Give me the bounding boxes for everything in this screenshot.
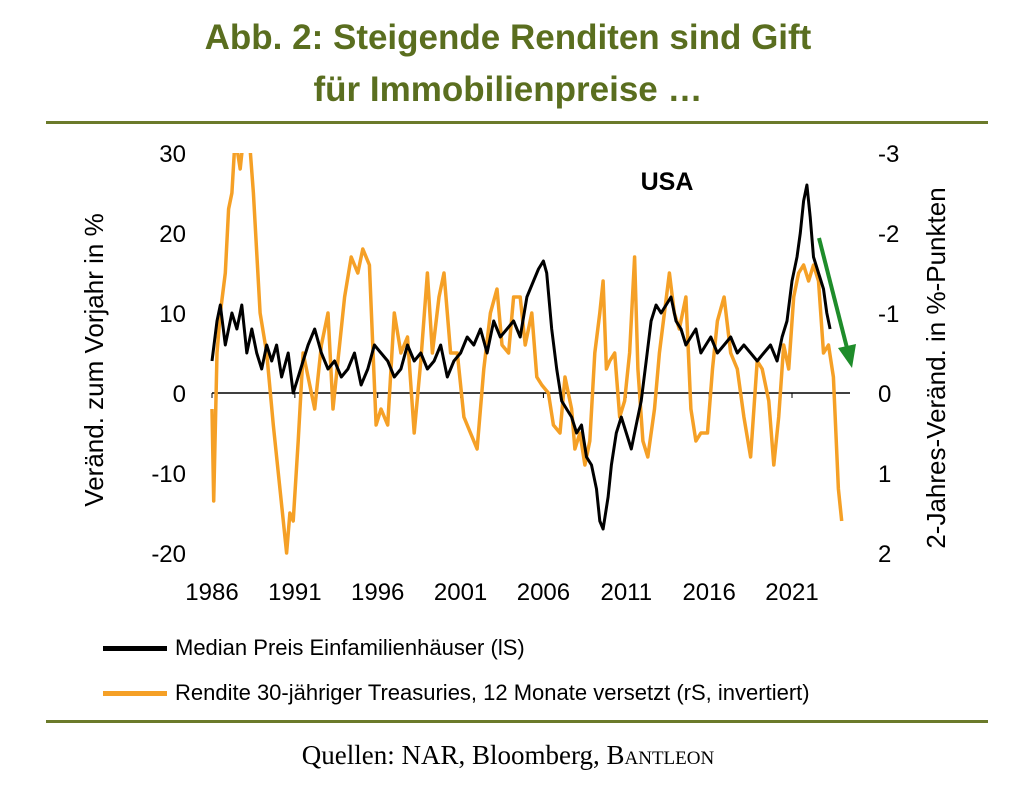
chart-title-line1: Abb. 2: Steigende Renditen sind Gift bbox=[204, 18, 812, 57]
y-tick-label-left: 10 bbox=[159, 301, 186, 328]
y-tick-label-right: 1 bbox=[878, 461, 891, 488]
legend-item-yield: Rendite 30-jähriger Treasuries, 12 Monat… bbox=[103, 678, 810, 708]
legend-label-yield: Rendite 30-jähriger Treasuries, 12 Monat… bbox=[175, 680, 810, 705]
x-tick-label: 2006 bbox=[517, 579, 570, 606]
y-tick-label-right: -2 bbox=[878, 221, 899, 248]
chart-title-line2: für Immobilienpreise … bbox=[313, 70, 703, 109]
x-tick-label: 1996 bbox=[351, 579, 404, 606]
legend-item-price: Median Preis Einfamilienhäuser (lS) bbox=[103, 633, 525, 663]
trend-arrow-shaft bbox=[817, 237, 850, 353]
y-tick-label-left: -20 bbox=[151, 541, 186, 568]
trend-arrow-head bbox=[838, 344, 856, 368]
legend-label-price: Median Preis Einfamilienhäuser (lS) bbox=[175, 635, 525, 660]
x-tick-label: 2001 bbox=[434, 579, 487, 606]
x-tick-label: 1986 bbox=[185, 579, 238, 606]
y-tick-label-right: -1 bbox=[878, 301, 899, 328]
source-note: Quellen: NAR, Bloomberg, Bantleon bbox=[0, 740, 1016, 771]
annotation-usa: USA bbox=[641, 168, 694, 196]
source-text: Quellen: NAR, Bloomberg, bbox=[301, 740, 607, 770]
x-tick-label: 1991 bbox=[268, 579, 321, 606]
x-tick-label: 2011 bbox=[600, 579, 652, 606]
source-brand: Bantleon bbox=[606, 740, 715, 770]
y-tick-label-left: 20 bbox=[159, 221, 186, 248]
x-tick-label: 2016 bbox=[682, 579, 735, 606]
top-rule bbox=[46, 121, 988, 124]
y-axis-title-right: 2-Jahres-Veränd. in %-Punkten bbox=[921, 187, 951, 548]
bottom-rule bbox=[46, 720, 988, 723]
legend-swatch-yield bbox=[103, 690, 167, 696]
y-tick-label-right: -3 bbox=[878, 141, 899, 168]
x-tick-label: 2021 bbox=[765, 579, 818, 606]
series-line-yield bbox=[210, 153, 844, 555]
y-tick-label-right: 2 bbox=[878, 541, 891, 568]
y-axis-title-left: Veränd. zum Vorjahr in % bbox=[79, 213, 109, 506]
y-tick-label-left: -10 bbox=[151, 461, 186, 488]
series-line-price bbox=[210, 183, 832, 531]
y-tick-label-left: 30 bbox=[159, 141, 186, 168]
y-tick-label-right: 0 bbox=[878, 381, 891, 408]
legend-swatch-price bbox=[103, 645, 167, 651]
y-tick-label-left: 0 bbox=[173, 381, 186, 408]
